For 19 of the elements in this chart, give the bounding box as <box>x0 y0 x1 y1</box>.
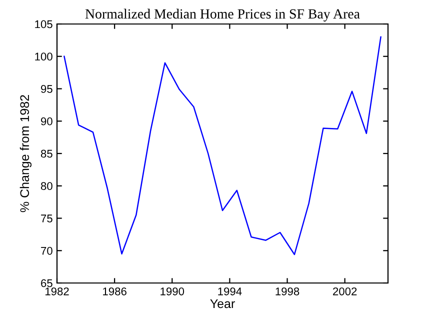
x-tick-label: 1994 <box>218 287 242 296</box>
y-tick-label: 75 <box>41 214 52 222</box>
line-series <box>64 36 382 256</box>
x-axis-title: Year <box>210 299 235 308</box>
y-tick-label: 85 <box>40 150 52 158</box>
y-tick-label: 100 <box>35 52 52 61</box>
y-tick-label: 90 <box>40 117 52 126</box>
y-tick-label: 80 <box>40 182 52 190</box>
y-tick-label: 95 <box>40 85 52 93</box>
y-axis-title: % Change from 1982 <box>20 95 32 212</box>
x-tick-label: 1998 <box>276 287 300 296</box>
x-tick-label: 1986 <box>103 287 126 296</box>
y-tick-label: 70 <box>41 246 52 255</box>
chart-title: Normalized Median Home Prices in SF Bay Area <box>85 8 360 22</box>
y-tick-label: 65 <box>41 279 52 288</box>
x-tick-label: 1990 <box>160 287 184 296</box>
y-tick-label: 105 <box>35 20 52 28</box>
x-tick-label: 1982 <box>45 287 69 296</box>
x-tick-label: 2002 <box>333 287 357 296</box>
